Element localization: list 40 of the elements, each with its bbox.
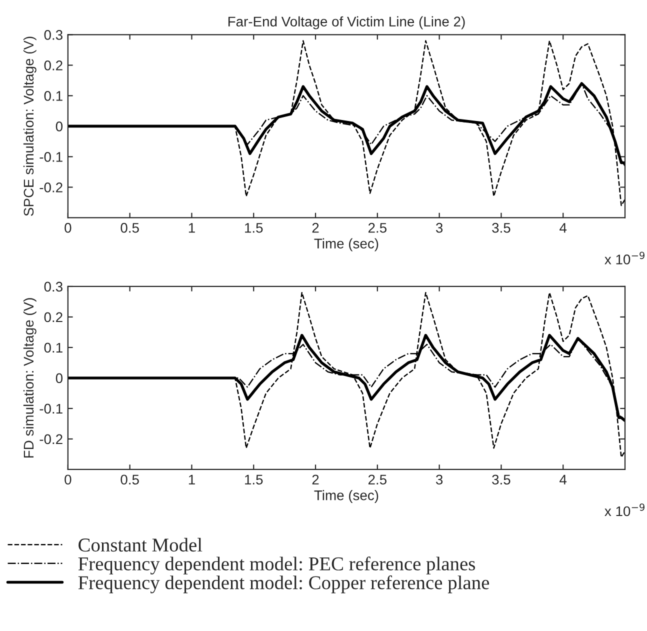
x-tick-label: 2.5 <box>368 474 386 485</box>
x-tick-label: 3.5 <box>492 222 510 233</box>
x-tick-label: 0 <box>64 474 72 485</box>
x-axis-title: Time (sec) <box>314 238 378 252</box>
text: x 10$^{−9}$ <box>604 252 644 264</box>
x-tick-label: 3.5 <box>492 474 510 485</box>
x-axis-title: Time (sec) <box>314 490 378 503</box>
text: x 10$^{−9}$ <box>604 503 644 516</box>
y-tick-label: 0.3 <box>44 30 62 40</box>
x-tick-label: 1.5 <box>245 223 263 233</box>
y-tick-label: 0 <box>56 373 63 384</box>
x-tick-label: 4 <box>560 474 567 484</box>
y-tick-label: -0.1 <box>40 404 62 414</box>
x-tick-label: 2 <box>312 474 319 484</box>
x-tick-label: 0 <box>64 222 72 233</box>
x-tick-label: 1.5 <box>245 474 263 485</box>
y-tick-label: -0.1 <box>40 152 62 162</box>
y-tick-label: 0.1 <box>44 342 62 353</box>
y-tick-label: 0 <box>56 122 63 132</box>
x-tick-label: 2.5 <box>368 222 386 233</box>
legend-label: Frequency dependent model: Copper reference plane <box>78 575 490 594</box>
y-axis-title: FD simulation: Voltage (V) <box>23 298 36 458</box>
y-tick-label: 0.2 <box>44 60 62 70</box>
y-tick-label: 0.1 <box>44 91 62 101</box>
x-tick-label: 2 <box>312 222 319 233</box>
x-tick-label: 3 <box>436 222 443 233</box>
y-axis-title: SPCE simulation: Voltage (V) <box>23 36 36 216</box>
y-tick-label: 0.3 <box>44 282 62 292</box>
legend-label: Frequency dependent model: PEC reference planes <box>78 556 475 574</box>
y-tick-label: 0.2 <box>44 312 62 322</box>
x-tick-label: 1 <box>188 474 195 484</box>
x-tick-label: 1 <box>188 223 195 233</box>
chart-title: Far-End Voltage of Victim Line (Line 2) <box>228 16 465 30</box>
y-tick-label: -0.2 <box>40 182 62 192</box>
y-tick-label: -0.2 <box>40 434 62 444</box>
x-tick-label: 3 <box>436 474 443 485</box>
x-tick-label: 0.5 <box>120 222 139 233</box>
x-tick-label: 0.5 <box>120 474 139 485</box>
legend-label: Constant Model <box>78 538 202 552</box>
x-tick-label: 4 <box>560 223 567 233</box>
